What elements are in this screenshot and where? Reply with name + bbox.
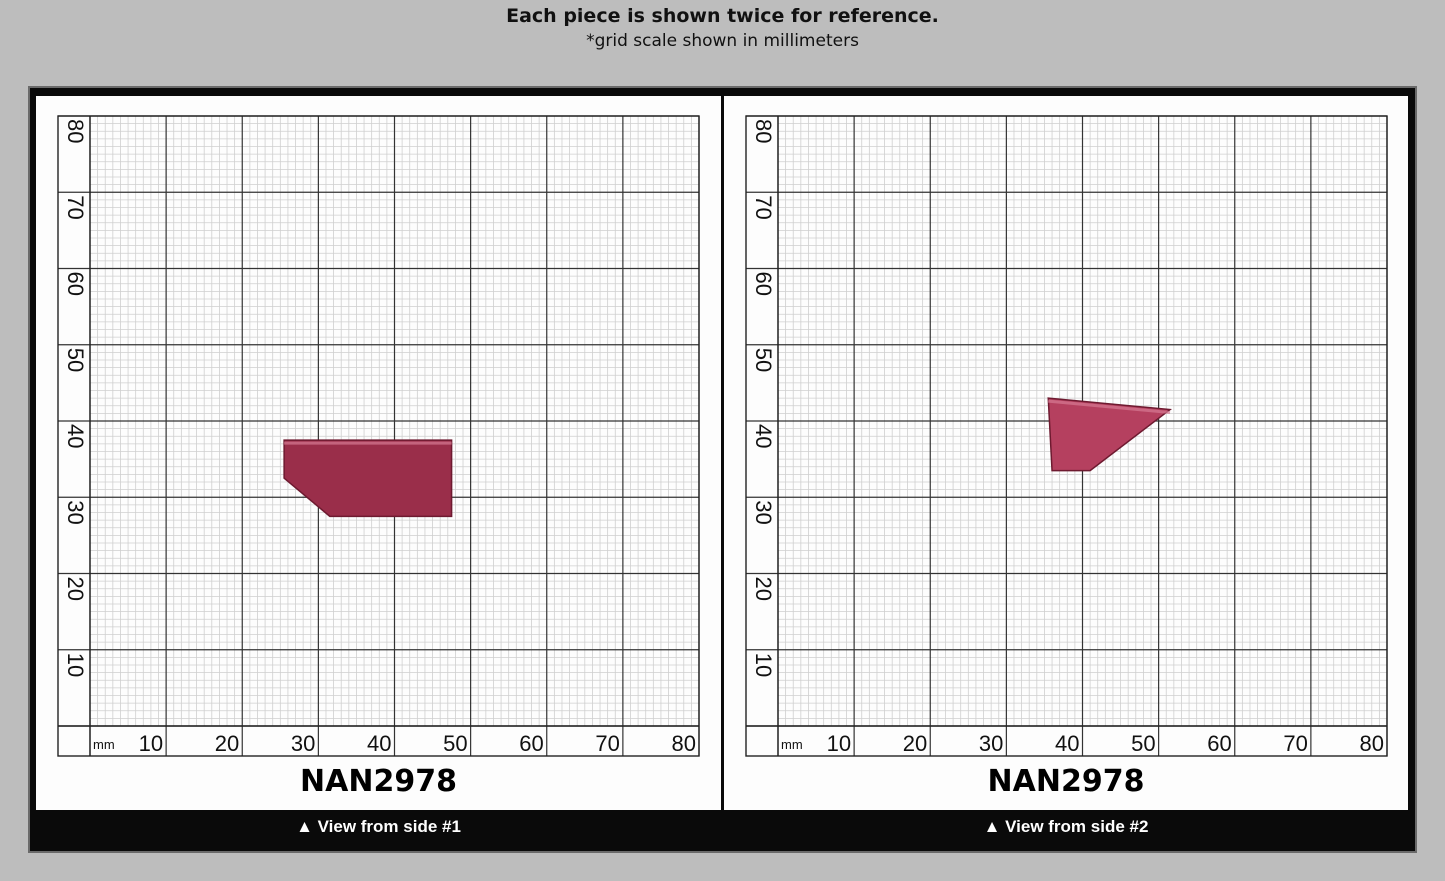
y-tick-label: 80: [751, 119, 776, 143]
x-tick-label: 40: [367, 731, 391, 756]
gem-photo: [1047, 397, 1173, 472]
y-tick-label: 30: [751, 500, 776, 524]
grid-panel-side-2: mm 10 20 30 40 50 60 70 80 10 20 30 40 50 60 70 80 NAN29…: [724, 96, 1408, 810]
x-tick-label: 80: [672, 731, 696, 756]
x-tick-label: 20: [215, 731, 239, 756]
y-tick-label: 20: [751, 577, 776, 601]
x-tick-label: 70: [595, 731, 619, 756]
x-tick-label: 80: [1360, 731, 1384, 756]
y-tick-label: 80: [63, 119, 88, 143]
x-tick-label: 10: [139, 731, 163, 756]
grid-svg-side-2: mm 10 20 30 40 50 60 70 80 10 20 30 40 50 60 70 80: [745, 115, 1388, 757]
x-tick-label: 30: [291, 731, 315, 756]
y-tick-label: 30: [63, 500, 88, 524]
y-tick-label: 40: [63, 424, 88, 448]
y-tick-label: 50: [63, 348, 88, 372]
y-tick-label: 50: [751, 348, 776, 372]
y-tick-label: 20: [63, 577, 88, 601]
x-tick-label: 50: [1131, 731, 1155, 756]
gem-photo: [283, 439, 453, 518]
grid-border: [745, 115, 1388, 757]
caption-side-1: ▲ View from side #1: [296, 817, 461, 836]
x-tick-label: 20: [903, 731, 927, 756]
x-tick-label: 60: [519, 731, 543, 756]
y-tick-label: 60: [63, 272, 88, 296]
grid-svg-side-1: mm 10 20 30 40 50 60 70 80 10 20 30 40 50 60 70 80: [57, 115, 700, 757]
grid-border: [57, 115, 700, 757]
page-subtitle: *grid scale shown in millimeters: [586, 31, 859, 51]
unit-label: mm: [781, 737, 803, 752]
y-tick-label: 10: [63, 653, 88, 677]
x-tick-label: 10: [827, 731, 851, 756]
grid-panel-side-1: mm 10 20 30 40 50 60 70 80 10 20 30 40 50 60 70 80 NAN29…: [36, 96, 721, 810]
y-tick-label: 60: [751, 272, 776, 296]
piece-label-side-1: NAN2978: [300, 764, 457, 799]
page-title: Each piece is shown twice for reference.: [506, 5, 939, 27]
piece-label-side-2: NAN2978: [987, 764, 1145, 799]
caption-side-2: ▲ View from side #2: [983, 817, 1149, 836]
x-tick-label: 50: [443, 731, 467, 756]
gem-highlight: [1048, 399, 1171, 415]
y-tick-label: 70: [751, 195, 776, 219]
x-tick-label: 30: [979, 731, 1003, 756]
grid: [57, 115, 700, 757]
x-tick-label: 60: [1207, 731, 1231, 756]
y-tick-label: 40: [751, 424, 776, 448]
x-tick-label: 70: [1283, 731, 1307, 756]
unit-label: mm: [93, 737, 115, 752]
y-tick-label: 70: [63, 195, 88, 219]
x-tick-label: 40: [1055, 731, 1079, 756]
y-tick-label: 10: [751, 653, 776, 677]
